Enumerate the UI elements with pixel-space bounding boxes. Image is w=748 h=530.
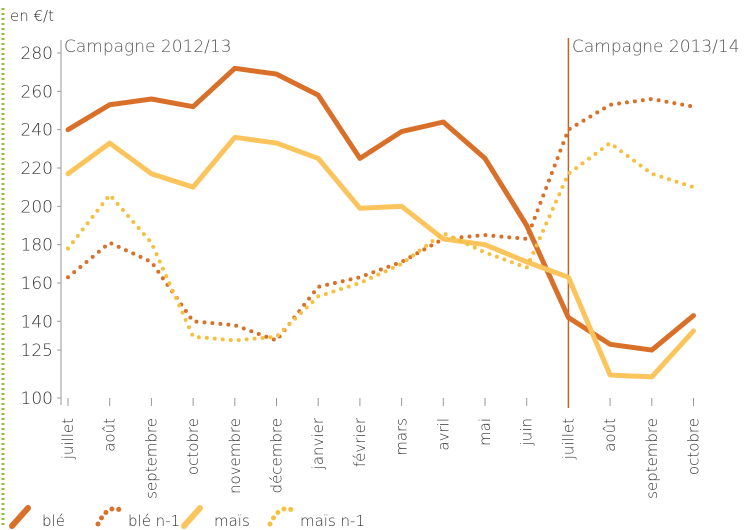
y-tick-label: 260 <box>21 82 53 102</box>
series-line <box>65 134 696 380</box>
legend-swatch <box>95 506 123 527</box>
legend-label: maïs <box>214 512 250 530</box>
y-tick-label: 220 <box>21 159 53 179</box>
legend-label: blé n-1 <box>128 512 180 530</box>
x-tick-label: avril <box>434 418 452 451</box>
x-tick-label: mars <box>393 418 411 456</box>
legend-label: blé <box>42 512 65 530</box>
x-tick-label: janvier <box>309 417 327 470</box>
x-tick-label: mai <box>476 418 494 446</box>
x-tick-label: août <box>101 418 119 452</box>
series-line <box>66 141 696 343</box>
legend-swatch <box>181 505 203 529</box>
x-tick-label: juillet <box>559 418 577 460</box>
x-tick-label: juillet <box>59 418 77 460</box>
y-tick-label: 160 <box>21 274 53 294</box>
legend-swatch <box>267 506 295 527</box>
y-axis-label: en €/t <box>10 7 54 25</box>
legend-swatch <box>9 505 31 529</box>
y-tick-label: 140 <box>21 312 53 332</box>
x-tick-label: décembre <box>268 418 286 493</box>
series-line <box>66 97 696 343</box>
x-tick-label: octobre <box>685 418 703 475</box>
y-tick-label: 200 <box>21 197 53 217</box>
x-tick-label: septembre <box>142 418 160 499</box>
annotation: Campagne 2012/13 <box>64 37 232 57</box>
y-tick-label: 240 <box>21 121 53 141</box>
legend-label: maïs n-1 <box>300 512 365 530</box>
annotation: Campagne 2013/14 <box>572 37 740 57</box>
x-tick-label: février <box>351 417 369 467</box>
y-tick-label: 180 <box>21 236 53 256</box>
x-tick-label: septembre <box>643 418 661 499</box>
x-tick-label: novembre <box>226 418 244 494</box>
y-tick-label: 100 <box>21 389 53 409</box>
y-tick-label: 280 <box>21 44 53 64</box>
x-tick-label: octobre <box>184 418 202 475</box>
x-tick-label: août <box>601 418 619 452</box>
x-tick-label: juin <box>518 418 536 446</box>
y-tick-label: 125 <box>21 341 53 361</box>
